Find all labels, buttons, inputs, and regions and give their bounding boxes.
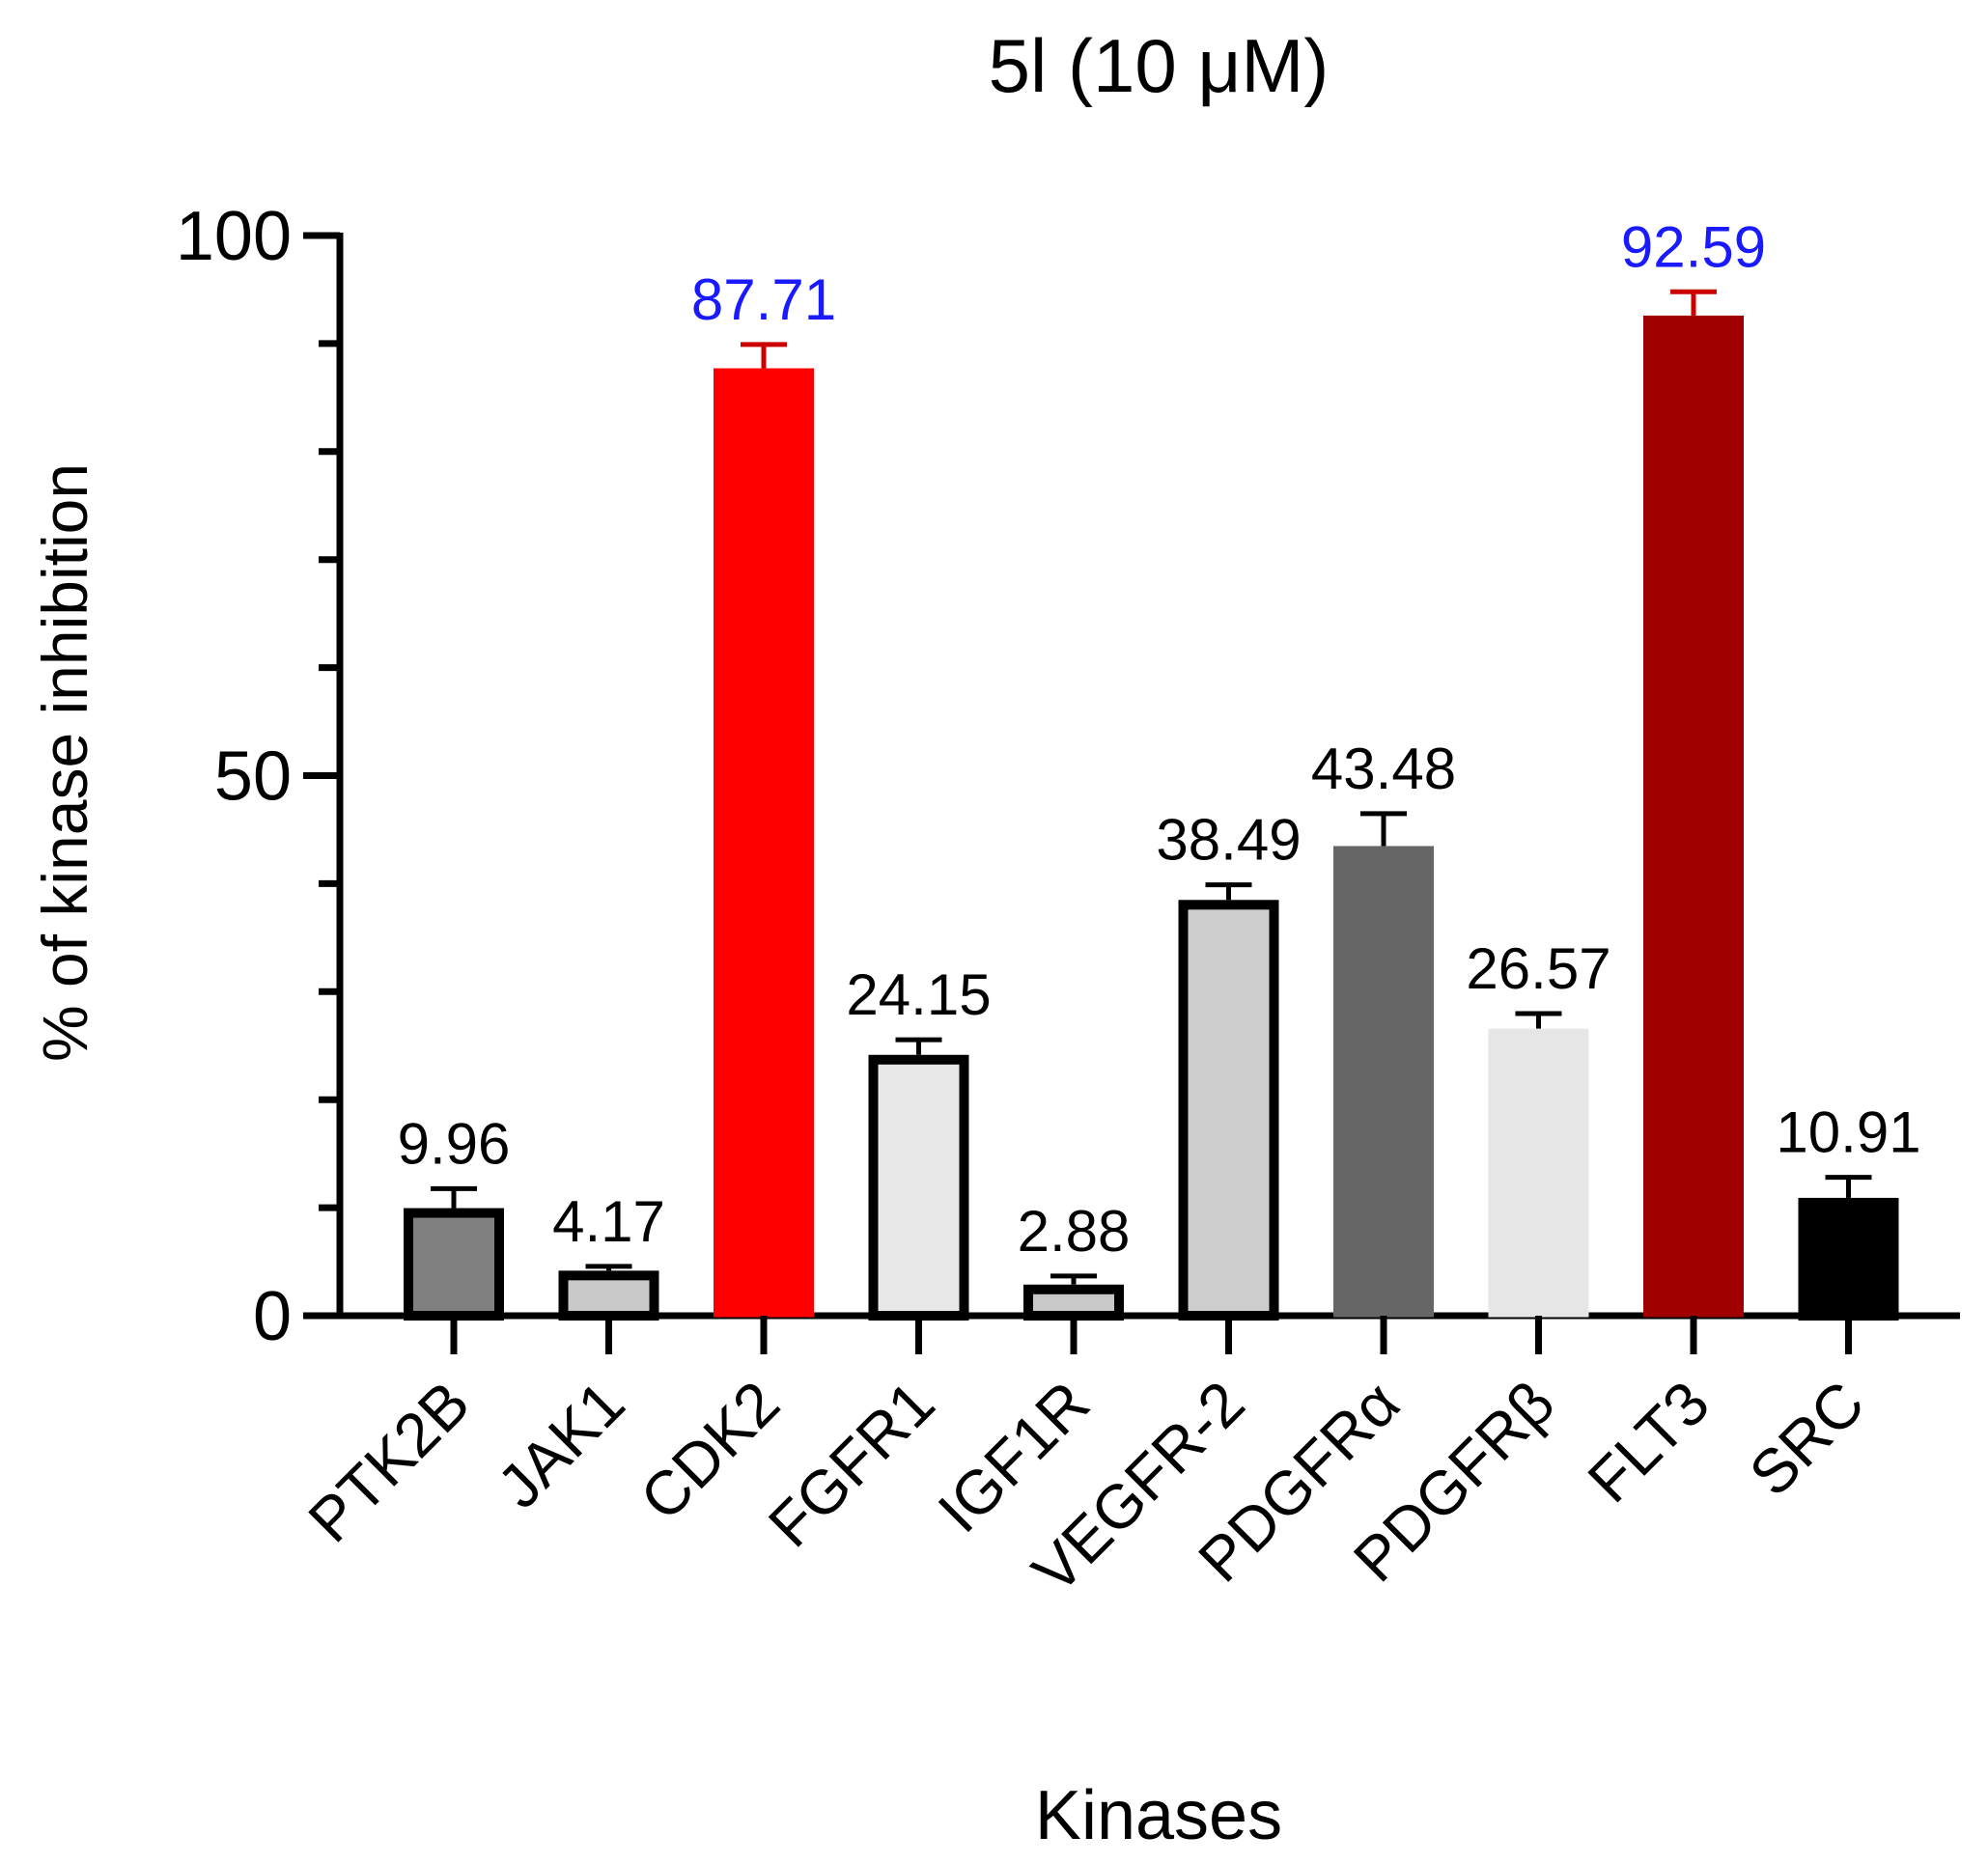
bar-fgfr1 bbox=[868, 1054, 969, 1321]
value-label-ptk2b: 9.96 bbox=[398, 1111, 511, 1176]
x-tick-label-jak1: JAK1 bbox=[484, 1368, 637, 1521]
x-tick-label-fgfr1: FGFR1 bbox=[755, 1368, 947, 1560]
chart-title: 5l (10 μM) bbox=[989, 23, 1330, 108]
y-tick-label-0: 0 bbox=[253, 1278, 292, 1355]
bar-pdgfr bbox=[1333, 846, 1434, 1318]
value-label-vegfr-2: 38.49 bbox=[1156, 808, 1301, 873]
y-axis-label: % of kinase inhibition bbox=[29, 463, 100, 1062]
value-label-jak1: 4.17 bbox=[552, 1189, 665, 1254]
y-tick-label-50: 50 bbox=[214, 738, 292, 816]
bar-src bbox=[1798, 1197, 1899, 1321]
value-label-pdgfr: 26.57 bbox=[1466, 936, 1610, 1001]
value-label-igf1r: 2.88 bbox=[1018, 1199, 1131, 1264]
y-ticks: 0 50 100 bbox=[176, 198, 340, 1355]
value-label-flt3: 92.59 bbox=[1621, 214, 1766, 279]
value-label-fgfr1: 24.15 bbox=[846, 962, 991, 1027]
bar-cdk2 bbox=[714, 368, 814, 1318]
bar-jak1 bbox=[558, 1270, 659, 1321]
value-label-pdgfr: 43.48 bbox=[1311, 737, 1456, 801]
bar-flt3 bbox=[1643, 315, 1744, 1318]
x-axis-label: Kinases bbox=[1035, 1777, 1282, 1854]
x-ticks: PTK2B JAK1CDK2FGFR1IGF1RVEGFR-2PDGFRαPDGF… bbox=[295, 1316, 1877, 1606]
y-tick-label-100: 100 bbox=[176, 198, 292, 275]
bar-pdgfr bbox=[1488, 1028, 1589, 1318]
bar-ptk2b bbox=[404, 1208, 504, 1321]
value-label-cdk2: 87.71 bbox=[691, 267, 836, 332]
value-label-src: 10.91 bbox=[1776, 1100, 1920, 1165]
x-tick-label-src: SRC bbox=[1736, 1368, 1877, 1509]
x-tick-label-ptk2b: PTK2B bbox=[295, 1368, 483, 1555]
bar-vegfr-2 bbox=[1178, 900, 1279, 1321]
x-tick-label-flt3: FLT3 bbox=[1575, 1368, 1722, 1516]
bar-igf1r bbox=[1023, 1284, 1124, 1321]
